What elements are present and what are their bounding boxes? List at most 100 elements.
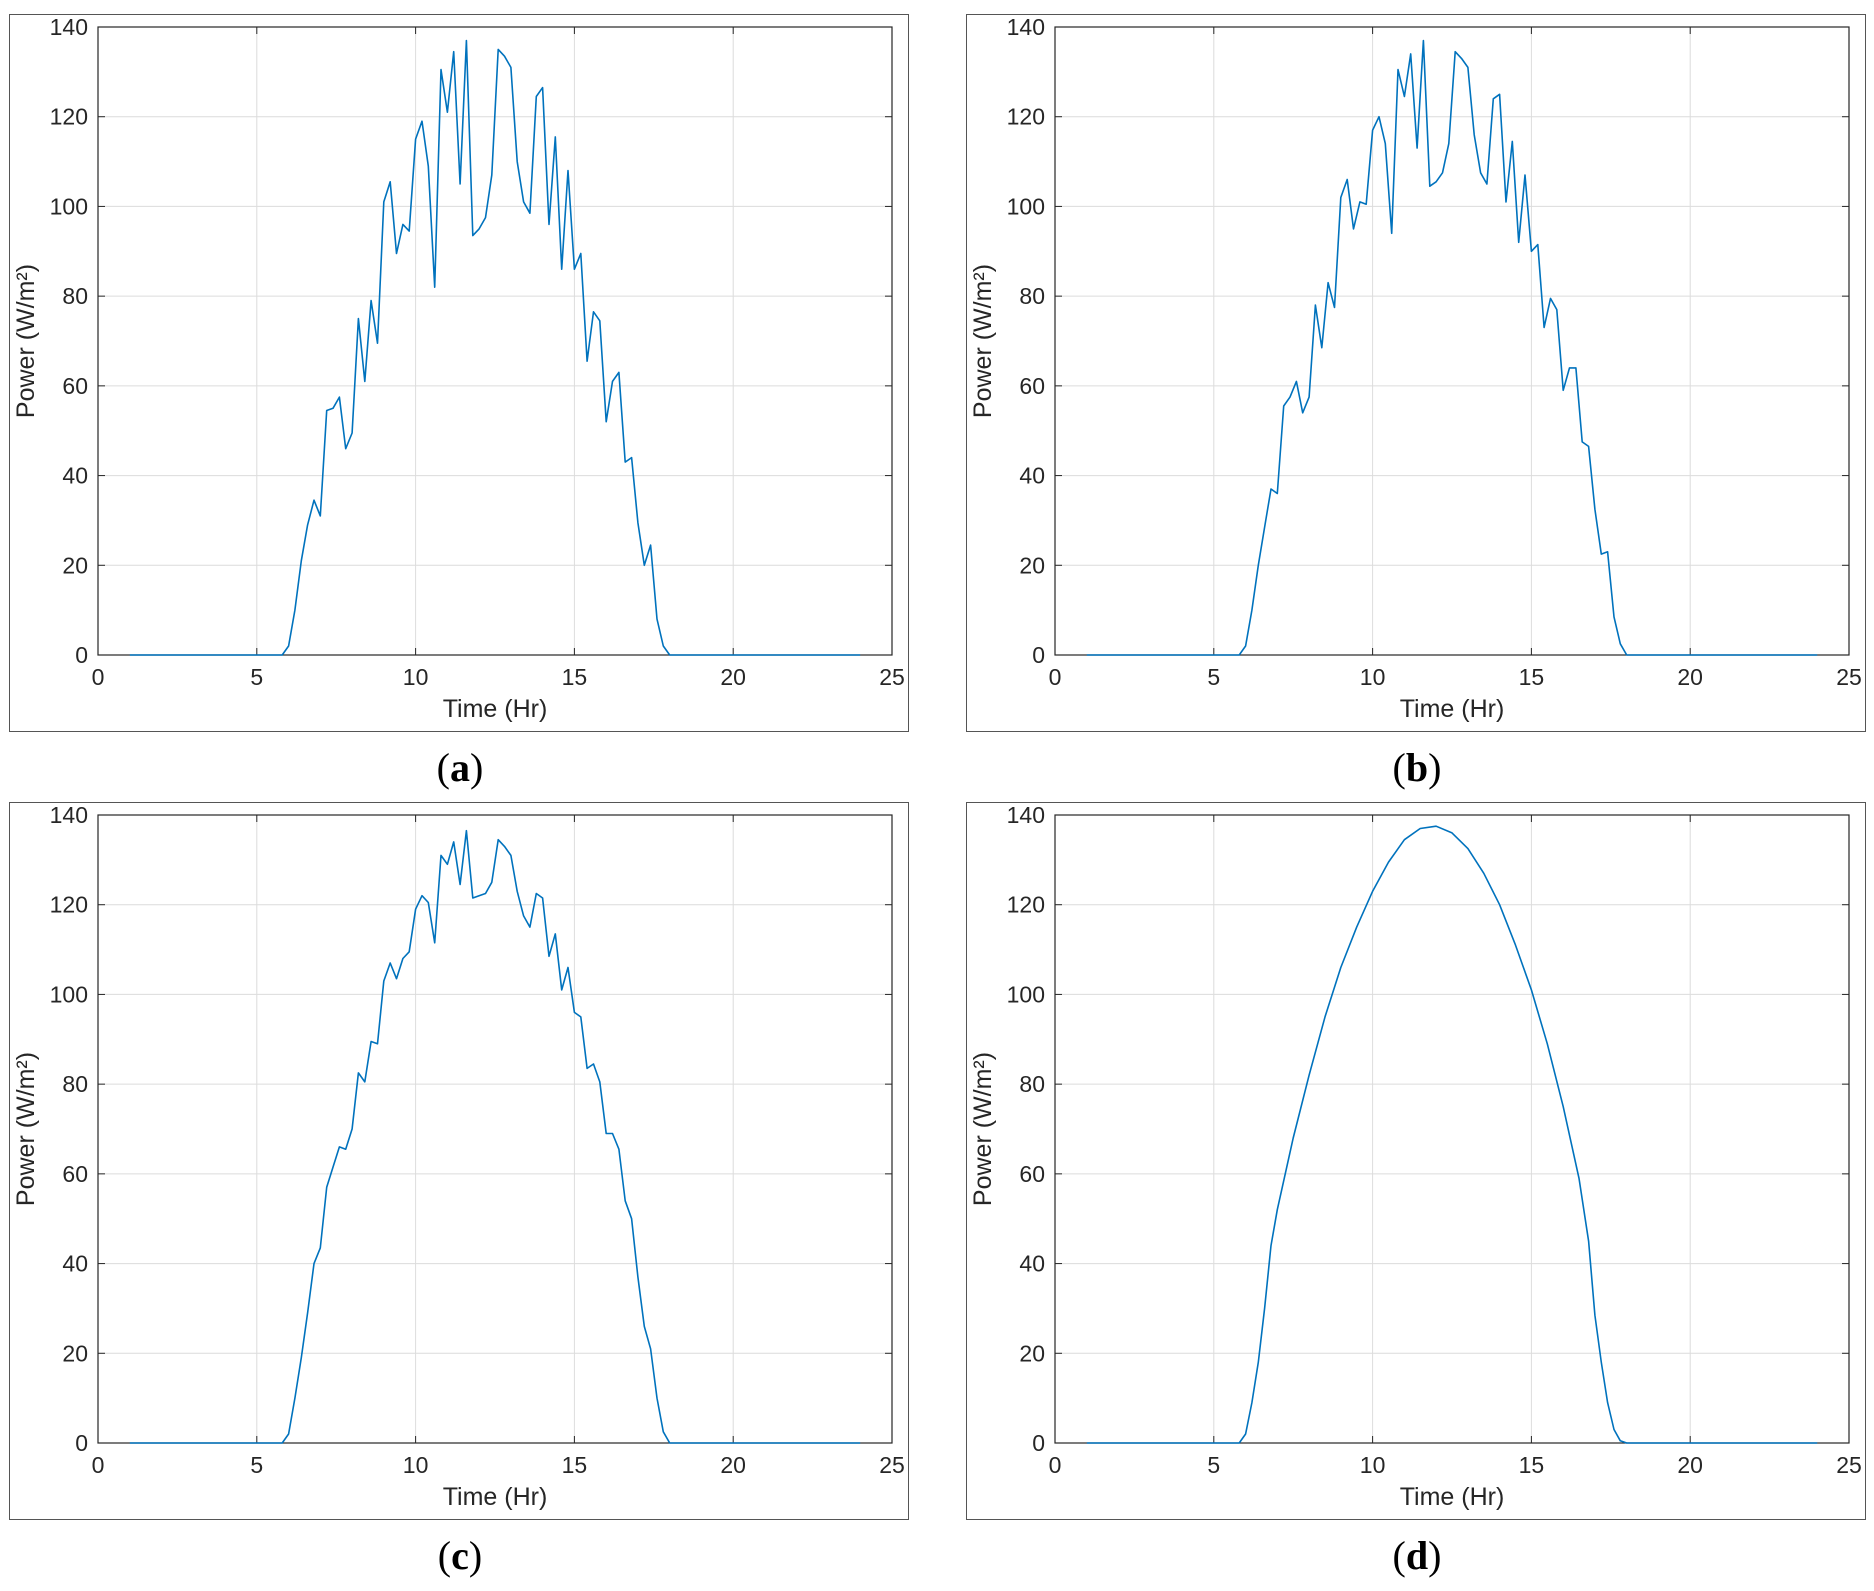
- y-tick-label: 80: [62, 283, 88, 309]
- y-axis-label: Power (W/m²): [969, 1052, 997, 1206]
- caption-close: ): [468, 1533, 483, 1578]
- y-tick-label: 120: [1007, 892, 1045, 918]
- x-tick-label: 15: [1519, 1452, 1545, 1478]
- plot-frame: 0 5 10 15 20 25 0 20 40 60 80 100 120 140 Time (Hr) Pow…: [9, 14, 909, 732]
- x-tick-label: 10: [403, 664, 429, 690]
- y-tick-label: 140: [50, 15, 88, 40]
- x-tick-label: 20: [1677, 664, 1703, 690]
- x-tick-label: 25: [879, 1452, 905, 1478]
- panel-b: 0 5 10 15 20 25 0 20 40 60 80 100 120 140 Time (Hr) Pow…: [957, 0, 1874, 790]
- x-tick-label: 10: [1360, 1452, 1386, 1478]
- y-tick-label: 100: [1007, 981, 1045, 1007]
- caption-letter: a: [450, 745, 470, 790]
- y-tick-label: 40: [62, 1251, 88, 1277]
- x-tick-label: 0: [92, 664, 105, 690]
- x-tick-label: 0: [1049, 1452, 1062, 1478]
- y-tick-label: 40: [1019, 463, 1045, 489]
- y-tick-label: 80: [1019, 1071, 1045, 1097]
- x-tick-label: 5: [1207, 664, 1220, 690]
- caption-close: ): [1428, 1533, 1442, 1578]
- caption-open: (: [437, 1533, 452, 1578]
- plot-frame: 0 5 10 15 20 25 0 20 40 60 80 100 120 140 Time (Hr) Pow…: [966, 802, 1866, 1520]
- x-tick-label: 5: [250, 1452, 263, 1478]
- x-tick-label: 20: [1677, 1452, 1703, 1478]
- chart-svg: 0 5 10 15 20 25 0 20 40 60 80 100 120 140 Time (Hr) Pow…: [969, 802, 1862, 1511]
- y-tick-label: 0: [75, 1430, 88, 1456]
- x-axis-label: Time (Hr): [1400, 1483, 1505, 1511]
- caption-letter: d: [1405, 1533, 1429, 1578]
- caption-letter: b: [1405, 745, 1429, 790]
- series-line: [1086, 825, 1818, 1444]
- panel-c: 0 5 10 15 20 25 0 20 40 60 80 100 120 140 Time (Hr) Pow…: [0, 788, 937, 1578]
- y-tick-label: 20: [1019, 552, 1045, 578]
- x-axis-label: Time (Hr): [443, 695, 548, 723]
- y-tick-label: 60: [1019, 373, 1045, 399]
- x-tick-label: 10: [1360, 664, 1386, 690]
- panel-caption: (d): [957, 1532, 1874, 1579]
- plot-frame: 0 5 10 15 20 25 0 20 40 60 80 100 120 140 Time (Hr) Pow…: [9, 802, 909, 1520]
- panel-caption: (a): [0, 744, 920, 791]
- y-tick-label: 40: [1019, 1251, 1045, 1277]
- axes-box: [97, 26, 893, 656]
- x-tick-label: 5: [1207, 1452, 1220, 1478]
- x-tick-label: 20: [720, 1452, 746, 1478]
- y-axis-label: Power (W/m²): [12, 264, 40, 418]
- x-tick-label: 5: [250, 664, 263, 690]
- y-tick-label: 0: [75, 642, 88, 668]
- panel-caption: (c): [0, 1532, 920, 1579]
- x-tick-label: 0: [1049, 664, 1062, 690]
- y-tick-label: 40: [62, 463, 88, 489]
- y-tick-label: 100: [1007, 193, 1045, 219]
- axes-box: [97, 814, 893, 1444]
- x-axis-label: Time (Hr): [1400, 695, 1505, 723]
- chart-svg: 0 5 10 15 20 25 0 20 40 60 80 100 120 140 Time (Hr) Pow…: [969, 14, 1862, 723]
- x-tick-label: 15: [562, 664, 588, 690]
- y-tick-label: 60: [62, 1161, 88, 1187]
- y-tick-label: 20: [62, 552, 88, 578]
- y-tick-label: 140: [1007, 15, 1045, 40]
- series-line: [1086, 39, 1818, 656]
- caption-close: ): [1428, 745, 1442, 790]
- y-axis-label: Power (W/m²): [969, 264, 997, 418]
- x-tick-label: 15: [1519, 664, 1545, 690]
- y-tick-label: 120: [1007, 104, 1045, 130]
- x-tick-label: 20: [720, 664, 746, 690]
- y-tick-label: 80: [62, 1071, 88, 1097]
- chart-svg: 0 5 10 15 20 25 0 20 40 60 80 100 120 140 Time (Hr) Pow…: [12, 14, 905, 723]
- series-line: [129, 39, 861, 656]
- axes-box: [1054, 814, 1850, 1444]
- y-tick-label: 140: [50, 803, 88, 828]
- x-tick-label: 15: [562, 1452, 588, 1478]
- x-tick-label: 0: [92, 1452, 105, 1478]
- caption-close: ): [470, 745, 484, 790]
- y-tick-label: 0: [1032, 1430, 1045, 1456]
- caption-open: (: [1392, 745, 1406, 790]
- y-tick-label: 100: [50, 193, 88, 219]
- y-tick-label: 20: [62, 1340, 88, 1366]
- y-tick-label: 60: [62, 373, 88, 399]
- x-tick-label: 25: [1836, 664, 1862, 690]
- y-tick-label: 120: [50, 892, 88, 918]
- x-tick-label: 25: [879, 664, 905, 690]
- y-axis-label: Power (W/m²): [12, 1052, 40, 1206]
- y-tick-label: 140: [1007, 803, 1045, 828]
- panel-a: 0 5 10 15 20 25 0 20 40 60 80 100 120 140 Time (Hr) Pow…: [0, 0, 937, 790]
- panel-d: 0 5 10 15 20 25 0 20 40 60 80 100 120 140 Time (Hr) Pow…: [957, 788, 1874, 1578]
- chart-svg: 0 5 10 15 20 25 0 20 40 60 80 100 120 140 Time (Hr) Pow…: [12, 802, 905, 1511]
- caption-open: (: [1392, 1533, 1406, 1578]
- series-line: [129, 829, 861, 1444]
- y-tick-label: 0: [1032, 642, 1045, 668]
- x-tick-label: 10: [403, 1452, 429, 1478]
- x-axis-label: Time (Hr): [443, 1483, 548, 1511]
- y-tick-label: 20: [1019, 1340, 1045, 1366]
- x-tick-label: 25: [1836, 1452, 1862, 1478]
- y-tick-label: 120: [50, 104, 88, 130]
- y-tick-label: 80: [1019, 283, 1045, 309]
- y-tick-label: 60: [1019, 1161, 1045, 1187]
- plot-frame: 0 5 10 15 20 25 0 20 40 60 80 100 120 140 Time (Hr) Pow…: [966, 14, 1866, 732]
- caption-open: (: [436, 745, 450, 790]
- y-tick-label: 100: [50, 981, 88, 1007]
- panel-caption: (b): [957, 744, 1874, 791]
- caption-letter: c: [451, 1533, 469, 1578]
- axes-box: [1054, 26, 1850, 656]
